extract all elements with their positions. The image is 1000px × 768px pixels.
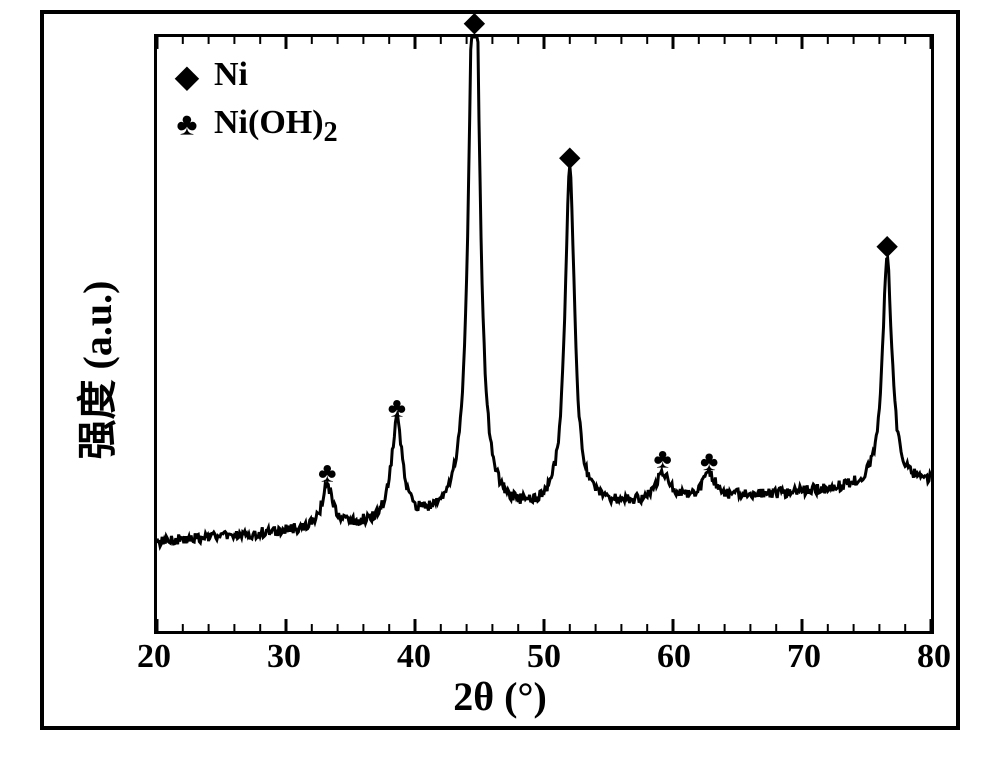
legend-markers: ◆♣ [175,59,200,142]
x-tick-label: 60 [657,638,691,676]
x-tick-label: 80 [917,638,951,676]
diamond-icon: ◆ [175,59,200,94]
ticks-bottom [157,619,931,631]
peak-markers: ♣ ♣ ◆ ◆ ♣ ♣ ◆ [318,7,898,488]
diamond-icon: ◆ [559,142,581,173]
club-icon: ♣ [700,446,718,477]
x-tick-label: 30 [267,638,301,676]
legend-label-nioh2: Ni(OH)2 [214,104,338,149]
x-tick-label: 20 [137,638,171,676]
ticks-top [157,37,931,49]
legend-label-ni: Ni [214,56,248,94]
club-icon: ♣ [318,457,336,488]
x-tick-label: 40 [397,638,431,676]
club-icon: ♣ [654,443,672,474]
diamond-icon: ◆ [876,230,898,261]
y-axis-label: 强度 (a.u.) [65,281,123,460]
outer-frame: 强度 (a.u.) ♣♣◆◆♣♣◆ ◆♣ 20304050607080 2θ (… [40,10,960,730]
club-icon: ♣ [176,107,197,142]
x-tick-label: 70 [787,638,821,676]
x-tick-label: 50 [527,638,561,676]
x-axis-label: 2θ (°) [453,673,547,720]
club-icon: ♣ [388,393,406,424]
diamond-icon: ◆ [464,7,486,38]
